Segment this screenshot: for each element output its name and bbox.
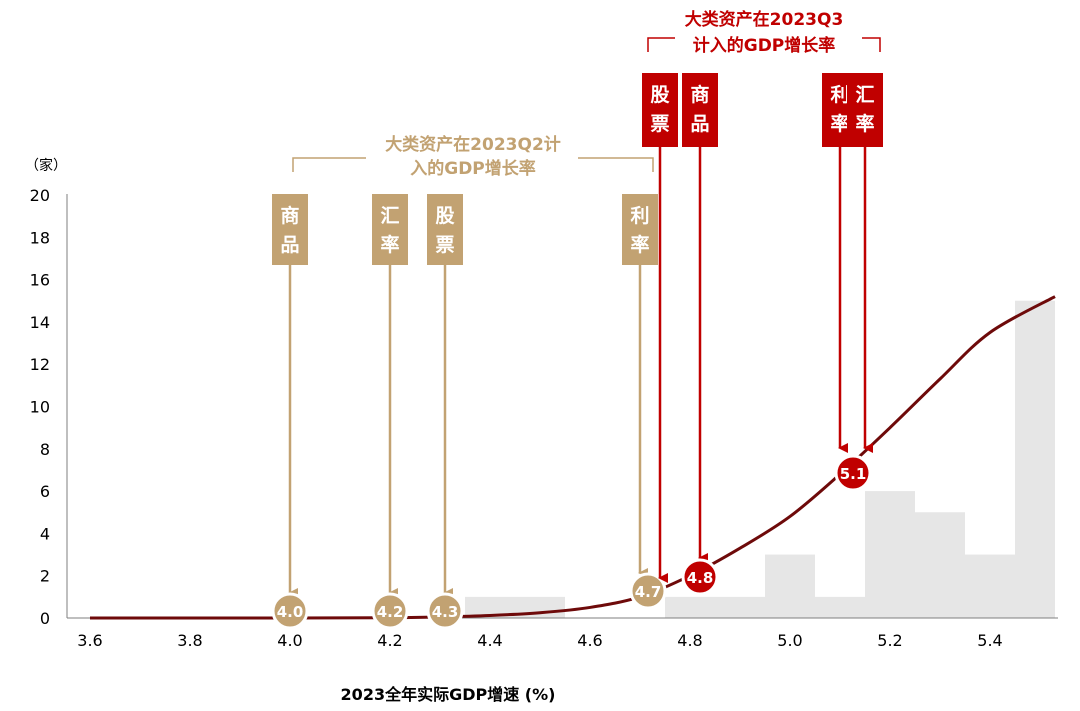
- q2-title-line2: 入的GDP增长率: [410, 158, 536, 179]
- q3-label-char: 率: [855, 112, 874, 135]
- y-tick-label: 18: [30, 228, 50, 247]
- histogram-bars: [465, 300, 1055, 618]
- q2-label-box: [272, 194, 308, 265]
- histogram-bar: [865, 491, 915, 618]
- q2-label-box: [372, 194, 408, 265]
- q2-value-label: 4.0: [277, 603, 304, 621]
- histogram-bar: [965, 554, 1015, 618]
- q3-label-char: 利: [830, 84, 849, 106]
- q3-value-label: 4.8: [687, 569, 714, 587]
- q2-value-label: 4.3: [432, 603, 459, 621]
- x-tick-label: 5.4: [977, 631, 1002, 650]
- y-tick-label: 14: [30, 313, 50, 332]
- q3-value-label: 5.1: [840, 465, 867, 483]
- q3-label-char: 股: [650, 84, 669, 106]
- histogram-bar: [715, 596, 765, 618]
- y-tick-label: 4: [40, 524, 50, 543]
- q3-label-box: [642, 73, 678, 147]
- y-tick-label: 8: [40, 440, 50, 459]
- q2-label-char: 利: [630, 205, 649, 227]
- q3-label-char: 率: [830, 112, 849, 135]
- q3-label-char: 票: [650, 113, 669, 135]
- q2-value-bubble: [271, 592, 309, 630]
- q2-label-char: 汇: [380, 205, 399, 227]
- q3-label-box: [682, 73, 718, 147]
- axes: 0 2 4 6 8 10 12 14 16 18 20 3.6 3.8 4.0 4.2 4.4 4.6 4.8 5.…: [30, 186, 1058, 650]
- x-tick-label: 5.2: [877, 631, 902, 650]
- q2-value-bubble: [426, 592, 464, 630]
- q3-title-line1: 大类资产在2023Q3: [685, 9, 844, 30]
- histogram-bar: [915, 512, 965, 618]
- y-tick-label: 16: [30, 271, 50, 290]
- q2-label-char: 票: [435, 234, 454, 256]
- q3-label-char: 汇: [855, 84, 874, 106]
- q2-bracket-left: [292, 157, 366, 172]
- q2-label-char: 率: [380, 233, 399, 256]
- histogram-bar: [1015, 300, 1055, 618]
- x-tick-label: 5.0: [777, 631, 802, 650]
- x-tick-label: 4.8: [677, 631, 702, 650]
- y-tick-label: 6: [40, 482, 50, 501]
- q2-title-line1: 大类资产在2023Q2计: [385, 134, 561, 155]
- q2-label-char: 商: [280, 204, 299, 227]
- q2-label-char: 品: [280, 234, 299, 256]
- y-tick-label: 20: [30, 186, 50, 205]
- q2-value-bubble: [629, 572, 667, 610]
- q3-label-char: 品: [690, 113, 709, 135]
- x-tick-label: 4.0: [277, 631, 302, 650]
- x-tick-label: 4.4: [477, 631, 502, 650]
- histogram-bar: [765, 554, 815, 618]
- q2-label-char: 率: [630, 233, 649, 256]
- x-axis-label: 2023全年实际GDP增速 (%): [341, 685, 556, 704]
- q3-bracket-right: [862, 37, 881, 52]
- q2-value-label: 4.2: [377, 603, 404, 621]
- y-tick-label: 12: [30, 355, 50, 374]
- x-tick-label: 3.8: [177, 631, 202, 650]
- q3-value-bubble: [834, 454, 872, 492]
- histogram-bar: [665, 596, 715, 618]
- q3-title-line2: 计入的GDP增长率: [693, 35, 836, 56]
- x-tick-label: 4.2: [377, 631, 402, 650]
- y-tick-label: 0: [40, 609, 50, 628]
- q2-label-char: 股: [435, 205, 454, 227]
- q2-label-box: [427, 194, 463, 265]
- histogram-bar: [815, 596, 865, 618]
- y-axis-label: （家）: [25, 157, 67, 174]
- q2-bracket-right: [578, 157, 654, 172]
- x-tick-label: 3.6: [77, 631, 102, 650]
- q3-bracket-left: [647, 37, 675, 52]
- q3-value-bubble: [681, 558, 719, 596]
- y-tick-label: 10: [30, 398, 50, 417]
- q2-value-label: 4.7: [635, 583, 662, 601]
- q3-label-box: [847, 73, 883, 147]
- y-tick-label: 2: [40, 567, 50, 586]
- q3-label-char: 商: [690, 83, 709, 106]
- q2-label-box: [622, 194, 658, 265]
- q2-value-bubble: [371, 592, 409, 630]
- x-tick-label: 4.6: [577, 631, 602, 650]
